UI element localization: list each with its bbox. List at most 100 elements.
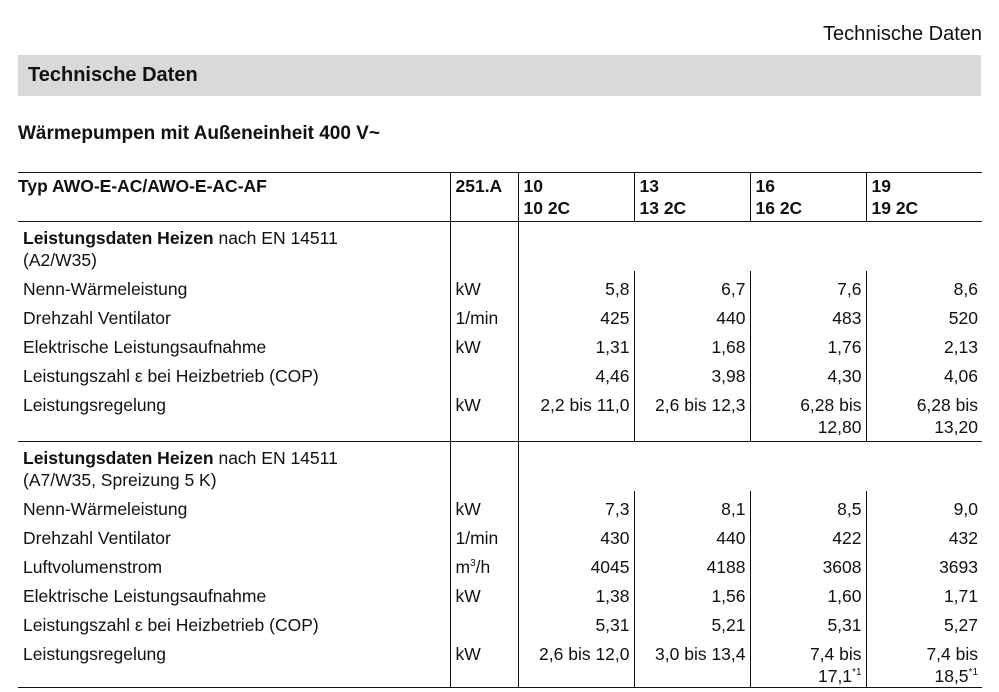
value-cell: 9,0 [865,491,982,520]
section-condition: (A7/W35, Spreizung 5 K) [23,470,217,490]
row-label: Leistungszahl ε bei Heizbetrieb (COP) [23,615,319,635]
row-unit: 1/min [449,300,518,329]
row-label: Leistungsregelung [18,636,450,688]
model-header: 13 13 2C [633,172,750,222]
table-row: Nenn-Wärmeleistung kW 5,8 6,7 7,6 8,6 [18,271,982,300]
value-cell: 4,06 [865,358,982,387]
row-unit [449,607,518,636]
value-cell: 1,68 [633,329,750,358]
value-cell: 7,4 bis 18,5*1 [865,636,982,688]
value-cell: 4,30 [749,358,866,387]
model-line1: 13 [639,176,659,196]
model-header: 10 10 2C [517,172,634,222]
value-cell: 3,98 [633,358,750,387]
value-cell: 5,27 [865,607,982,636]
section-header-row: Leistungsdaten Heizen nach EN 14511 (A7/W… [18,441,982,492]
value-cell: 432 [865,520,982,549]
section-header-row: Leistungsdaten Heizen nach EN 14511 (A2/W… [18,221,982,272]
table-row: Drehzahl Ventilator 1/min 425 440 483 520 [18,300,982,329]
subtitle: Wärmepumpen mit Außeneinheit 400 V~ [18,123,380,144]
row-unit: kW [449,491,518,520]
empty-cell [449,221,518,271]
row-label: Leistungszahl ε bei Heizbetrieb (COP) [23,366,319,386]
value-cell: 4,46 [517,358,634,387]
model-line1: 16 [755,176,775,196]
row-unit: kW [449,636,518,688]
value-cell: 1,31 [517,329,634,358]
value-cell: 7,3 [517,491,634,520]
table-header-row: Typ AWO-E-AC/AWO-E-AC-AF 251.A 10 10 2C 1… [18,172,982,222]
section-title-bold: Leistungsdaten Heizen [23,448,214,468]
spec-table: Typ AWO-E-AC/AWO-E-AC-AF 251.A 10 10 2C 1… [18,172,982,688]
value-cell: 8,6 [865,271,982,300]
model-line1: 19 [871,176,891,196]
value-cell: 1,60 [749,578,866,607]
value-cell: 2,2 bis 11,0 [517,387,634,442]
table-row: Leistungszahl ε bei Heizbetrieb (COP) 5,3… [18,607,982,636]
row-label: Nenn-Wärmeleistung [23,279,188,299]
row-unit: kW [449,578,518,607]
section-title: Leistungsdaten Heizen nach EN 14511 (A2/W… [18,222,450,272]
value-cell: 440 [633,300,750,329]
table-row: Leistungsregelung kW 2,6 bis 12,0 3,0 bis 1… [18,636,982,688]
value-cell: 6,28 bis 12,80 [749,387,866,442]
empty-cell [517,221,982,271]
value-cell: 3608 [749,549,866,578]
spec-body: Leistungsdaten Heizen nach EN 14511 (A2/W… [18,221,982,688]
model-line1: 10 [523,176,543,196]
section-title-bold: Leistungsdaten Heizen [23,228,214,248]
table-row: Elektrische Leistungsaufnahme kW 1,31 1,68 1… [18,329,982,358]
value-cell: 440 [633,520,750,549]
value-cell: 7,6 [749,271,866,300]
section-title: Leistungsdaten Heizen nach EN 14511 (A7/W… [18,442,450,492]
value-cell: 5,31 [517,607,634,636]
value-cell: 5,31 [749,607,866,636]
value-cell: 2,13 [865,329,982,358]
value-cell: 5,21 [633,607,750,636]
section-title-rest: nach EN 14511 [213,228,338,248]
value-cell: 7,4 bis 17,1*1 [749,636,866,688]
value-cell: 4045 [517,549,634,578]
model-line2: 10 2C [523,198,571,218]
value-cell: 422 [749,520,866,549]
row-label: Elektrische Leistungsaufnahme [23,337,267,357]
value-cell: 483 [749,300,866,329]
value-cell: 3693 [865,549,982,578]
model-header: 19 19 2C [865,172,982,222]
row-unit: kW [449,271,518,300]
value-cell: 1,76 [749,329,866,358]
row-unit: 1/min [449,520,518,549]
table-row: Nenn-Wärmeleistung kW 7,3 8,1 8,5 9,0 [18,491,982,520]
value-cell: 430 [517,520,634,549]
header-title: Technische Daten [823,23,982,45]
model-header: 16 16 2C [749,172,866,222]
model-line2: 19 2C [871,198,919,218]
row-unit: kW [449,329,518,358]
value-cell: 425 [517,300,634,329]
table-row: Leistungszahl ε bei Heizbetrieb (COP) 4,4… [18,358,982,387]
table-row: Luftvolumenstrom m3/h 4045 4188 3608 3693 [18,549,982,578]
empty-cell [449,441,518,491]
value-cell: 2,6 bis 12,3 [633,387,750,442]
section-title-bar: Technische Daten [18,55,981,96]
empty-cell [517,441,982,491]
value-cell: 1,38 [517,578,634,607]
code-header: 251.A [449,172,518,222]
row-label: Nenn-Wärmeleistung [23,499,188,519]
row-unit: m3/h [449,549,518,578]
value-cell: 4188 [633,549,750,578]
model-line2: 13 2C [639,198,687,218]
type-header: Typ AWO-E-AC/AWO-E-AC-AF [18,172,450,222]
table-row: Elektrische Leistungsaufnahme kW 1,38 1,56 1… [18,578,982,607]
row-label: Drehzahl Ventilator [23,528,171,548]
row-label: Leistungsregelung [18,387,450,442]
value-cell: 1,56 [633,578,750,607]
row-unit: kW [449,387,518,442]
value-cell: 1,71 [865,578,982,607]
value-cell: 520 [865,300,982,329]
value-cell: 6,7 [633,271,750,300]
value-cell: 3,0 bis 13,4 [633,636,750,688]
section-title-rest: nach EN 14511 [213,448,338,468]
row-label: Luftvolumenstrom [23,557,163,577]
section-condition: (A2/W35) [23,250,97,270]
